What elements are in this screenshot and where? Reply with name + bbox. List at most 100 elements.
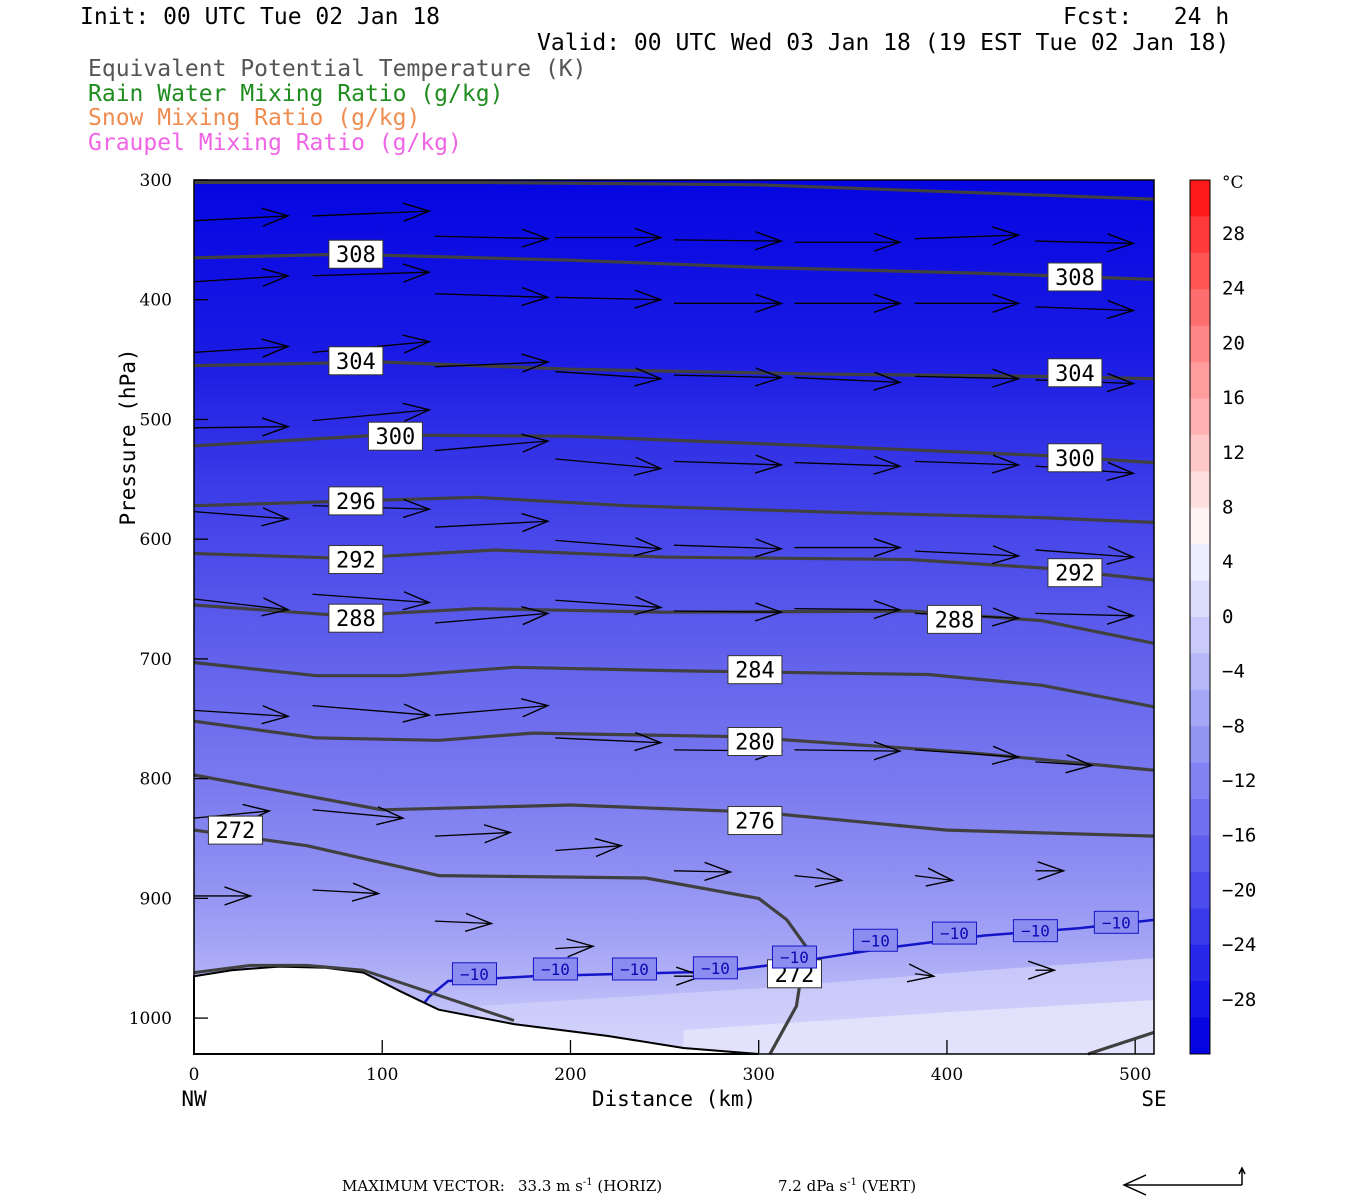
- colorbar-label: 0: [1222, 606, 1233, 628]
- isotherm-label: −10: [620, 960, 649, 979]
- isotherm-label-box: [931, 921, 977, 945]
- wind-vector: [434, 613, 548, 623]
- theta-e-label-box: [328, 603, 384, 633]
- colorbar-swatch: [1190, 1017, 1210, 1055]
- wind-vector: [914, 750, 1019, 757]
- y-tick-label: 600: [140, 530, 172, 550]
- wind-vector: [914, 376, 1019, 378]
- theta-e-line: [193, 773, 1155, 838]
- theta-e-label-box: [328, 486, 384, 516]
- wind-vector: [794, 463, 899, 467]
- wind-vector: [312, 890, 379, 894]
- wind-vector: [914, 876, 953, 881]
- theta-e-label-box: [1047, 558, 1103, 588]
- wind-vector: [312, 594, 430, 602]
- y-tick-label: 500: [140, 410, 172, 430]
- wind-vector: [193, 427, 288, 428]
- axes: 300 400 500 600 700 800 900 1000 0 100 200 300 400 50…: [116, 171, 1167, 1111]
- wind-vector: [434, 521, 548, 527]
- max-vector-vert: 7.2 dPa s-1 (VERT): [778, 1177, 917, 1195]
- isotherm-label: −10: [861, 931, 890, 950]
- init-time: Init: 00 UTC Tue 02 Jan 18: [80, 4, 441, 30]
- wind-vector: [673, 240, 781, 241]
- forecast-hour: Fcst: 24 h: [1063, 4, 1230, 30]
- colorbar-label: 20: [1222, 332, 1245, 354]
- theta-e-label: 288: [336, 607, 376, 632]
- wind-vector: [434, 706, 548, 716]
- theta-e-label-box: [207, 815, 263, 845]
- y-axis-label: Pressure (hPa): [116, 348, 140, 525]
- wind-vector: [794, 750, 899, 751]
- colorbar-swatch: [1190, 580, 1210, 618]
- isotherm-label: −10: [541, 960, 570, 979]
- colorbar-swatch: [1190, 908, 1210, 946]
- colorbar-label: 28: [1222, 223, 1245, 245]
- colorbar-swatch: [1190, 289, 1210, 327]
- wind-vector: [193, 710, 288, 716]
- x-tick-label: 500: [1119, 1065, 1151, 1085]
- theta-e-label: 304: [336, 350, 376, 375]
- theta-e-label: 300: [1055, 447, 1095, 472]
- theta-e-line: [193, 719, 1155, 772]
- x-tick-label: 200: [554, 1065, 586, 1085]
- wind-vector: [312, 272, 430, 276]
- terrain-contour: [193, 963, 515, 1022]
- theta-e-label: 272: [216, 819, 256, 844]
- theta-e-line: [193, 660, 1155, 709]
- colorbar-swatch: [1190, 689, 1210, 727]
- wind-vector: [555, 600, 660, 607]
- colorbar-label: −20: [1222, 879, 1256, 901]
- plot-frame: [193, 179, 1155, 1055]
- theta-e-label-box: [1047, 358, 1103, 388]
- theta-e-line: [1087, 1030, 1155, 1056]
- wind-vector: [555, 540, 660, 548]
- legend-snow: Snow Mixing Ratio (g/kg): [88, 105, 421, 131]
- wind-vector: [193, 346, 288, 352]
- colorbar-swatch: [1190, 653, 1210, 691]
- theta-e-label: 292: [336, 549, 376, 574]
- colorbar-label: 16: [1222, 387, 1245, 409]
- wind-vector: [555, 946, 593, 948]
- isotherm-label-box: [852, 928, 898, 952]
- x-right-end-label: SE: [1141, 1087, 1166, 1111]
- colorbar: °C 28 24 20 16 12 8 4 0 −4 −8 −12 −16 −20 −24 −28: [1189, 173, 1256, 1055]
- wind-vector: [434, 441, 548, 451]
- colorbar-swatch: [1190, 617, 1210, 654]
- wind-vector: [193, 599, 288, 610]
- colorbar-swatch: [1190, 944, 1210, 982]
- wind-vector: [193, 276, 288, 282]
- wind-vector: [915, 974, 934, 976]
- wind-vector: [555, 738, 660, 743]
- wind-vector: [673, 375, 781, 377]
- isotherm-label: −10: [460, 965, 489, 984]
- theta-e-label-box: [727, 655, 783, 685]
- colorbar-swatch: [1190, 216, 1210, 254]
- wind-vector: [312, 410, 430, 421]
- theta-e-label: 284: [735, 659, 775, 684]
- theta-e-line: [193, 252, 1155, 281]
- surface-band-light: [683, 1000, 1154, 1054]
- valid-time: Valid: 00 UTC Wed 03 Jan 18 (19 EST Tue …: [537, 30, 1230, 56]
- colorbar-swatch: [1190, 799, 1210, 836]
- wind-vector: [1035, 241, 1133, 243]
- wind-vector: [555, 297, 660, 299]
- colorbar-label: −24: [1222, 934, 1256, 956]
- wind-vector: [1035, 613, 1133, 615]
- contour-labels: 308 308 304 304 300 300 296 292 292 288 288 284 280 2…: [207, 239, 1139, 989]
- theta-e-label: 276: [735, 810, 775, 835]
- wind-vector: [193, 216, 288, 221]
- isotherm-label: −10: [940, 924, 969, 943]
- colorbar-label: −4: [1222, 661, 1245, 683]
- isotherm-label: −10: [1021, 922, 1050, 941]
- wind-vector: [312, 810, 403, 818]
- theta-e-label-box: [328, 545, 384, 575]
- max-vector-label: MAXIMUM VECTOR:: [342, 1177, 505, 1195]
- colorbar-swatch: [1190, 398, 1210, 436]
- colorbar-swatch: [1190, 471, 1210, 509]
- y-tick-label: 700: [140, 650, 172, 670]
- colorbar-unit: °C: [1222, 173, 1244, 193]
- colorbar-label: −8: [1222, 715, 1245, 737]
- reference-vector-icon: [1122, 1166, 1246, 1196]
- theta-e-line: [194, 180, 1155, 201]
